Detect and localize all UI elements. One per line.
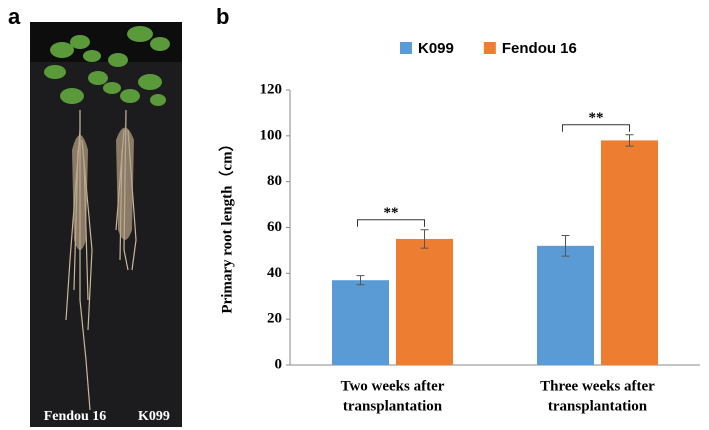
bar <box>396 238 453 365</box>
significance-label: ** <box>589 110 604 126</box>
error-bar <box>561 235 570 257</box>
bar <box>537 245 594 365</box>
y-tick-label: 0 <box>275 356 283 372</box>
y-tick-label: 60 <box>267 219 282 235</box>
bar <box>332 280 389 365</box>
x-tick-label: Three weeks after <box>540 378 655 394</box>
y-tick-label: 100 <box>260 127 283 143</box>
photo-label: K099 <box>138 409 170 424</box>
legend-swatch <box>483 42 496 54</box>
y-axis-label: Primary root length（cm） <box>217 136 235 313</box>
y-tick-label: 40 <box>267 265 282 281</box>
legend-label: K099 <box>418 40 454 57</box>
bar <box>601 140 658 365</box>
y-tick-label: 120 <box>260 81 283 97</box>
significance-bracket <box>357 219 425 227</box>
legend-swatch <box>400 42 412 54</box>
significance-label: ** <box>384 205 399 221</box>
legend-label: Fendou 16 <box>502 40 577 57</box>
x-tick-label: Two weeks after <box>341 378 445 394</box>
significance-bracket <box>562 124 630 132</box>
panel-label: b <box>216 4 229 29</box>
y-tick-label: 20 <box>267 311 282 327</box>
panel-label: a <box>8 4 21 29</box>
error-bar <box>356 275 365 286</box>
x-tick-label: transplantation <box>343 398 443 414</box>
x-tick-label: transplantation <box>548 398 648 414</box>
error-bar <box>625 134 634 147</box>
photo-label: Fendou 16 <box>44 409 107 424</box>
error-bar <box>420 229 429 249</box>
plot: 0 20 40 60 80 100 120 Two weeks after transplant… <box>260 40 700 414</box>
y-tick-label: 80 <box>267 173 282 189</box>
plant-photo <box>30 22 182 427</box>
